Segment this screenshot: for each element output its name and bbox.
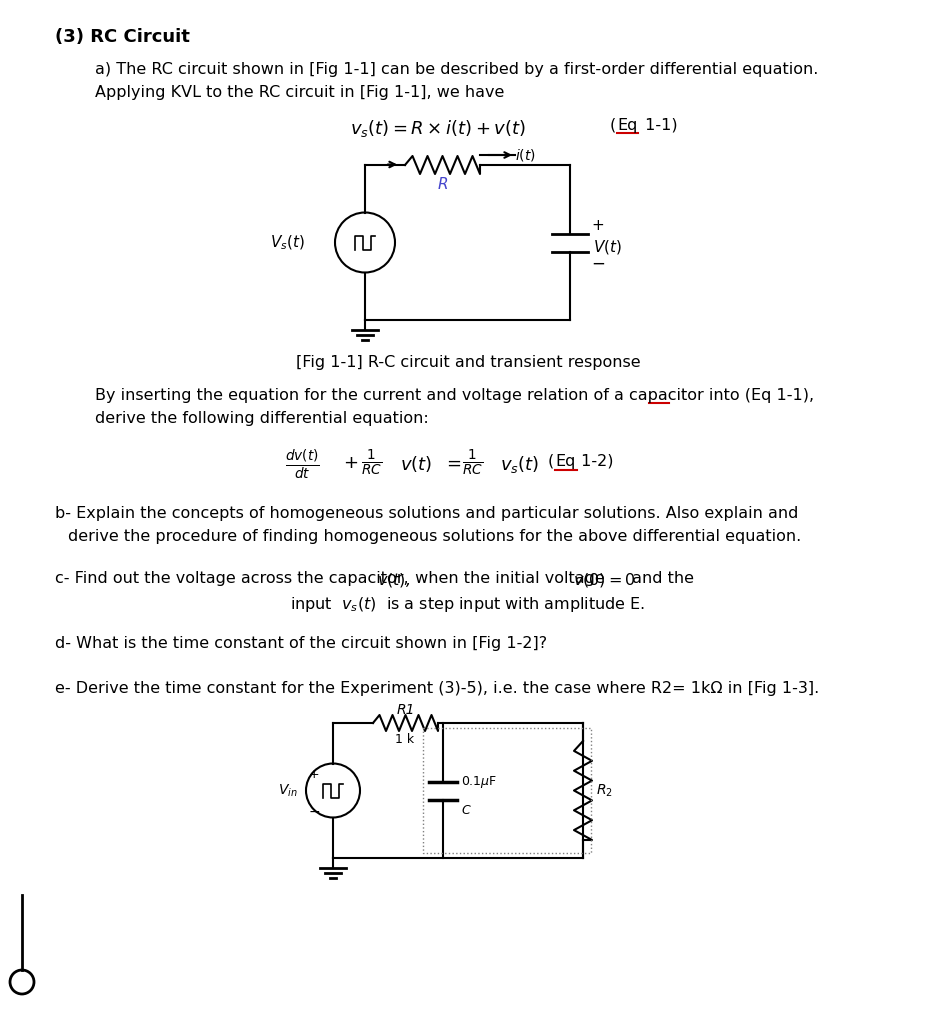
Text: 1-2): 1-2) bbox=[576, 454, 613, 469]
Text: $R_2$: $R_2$ bbox=[596, 782, 613, 799]
Text: Eq: Eq bbox=[617, 118, 637, 133]
Text: −: − bbox=[591, 255, 605, 272]
Text: d- What is the time constant of the circuit shown in [Fig 1-2]?: d- What is the time constant of the circ… bbox=[55, 636, 548, 651]
Text: C: C bbox=[461, 805, 470, 817]
Text: $v(t)$: $v(t)$ bbox=[400, 454, 432, 474]
Text: (3) RC Circuit: (3) RC Circuit bbox=[55, 28, 190, 46]
Text: −: − bbox=[309, 805, 321, 818]
Text: 0.1$\mu$F: 0.1$\mu$F bbox=[461, 774, 497, 791]
Text: $+$: $+$ bbox=[343, 454, 358, 472]
Text: a) The RC circuit shown in [Fig 1-1] can be described by a first-order different: a) The RC circuit shown in [Fig 1-1] can… bbox=[95, 62, 818, 77]
Text: [Fig 1-1] R-C circuit and transient response: [Fig 1-1] R-C circuit and transient resp… bbox=[296, 355, 640, 370]
Text: $v(0)=0$: $v(0)=0$ bbox=[573, 571, 636, 589]
Text: (: ( bbox=[610, 118, 616, 133]
Text: $\frac{dv(t)}{dt}$: $\frac{dv(t)}{dt}$ bbox=[285, 449, 320, 482]
Text: Applying KVL to the RC circuit in [Fig 1-1], we have: Applying KVL to the RC circuit in [Fig 1… bbox=[95, 85, 505, 100]
Text: b- Explain the concepts of homogeneous solutions and particular solutions. Also : b- Explain the concepts of homogeneous s… bbox=[55, 506, 798, 521]
Text: $V(t)$: $V(t)$ bbox=[593, 238, 622, 256]
Text: input  $v_s(t)$  is a step input with amplitude E.: input $v_s(t)$ is a step input with ampl… bbox=[290, 595, 646, 614]
Text: $v(t)$,: $v(t)$, bbox=[377, 571, 410, 589]
Text: +: + bbox=[309, 768, 319, 780]
Text: By inserting the equation for the current and voltage relation of a capacitor in: By inserting the equation for the curren… bbox=[95, 388, 814, 403]
Text: $\frac{1}{RC}$: $\frac{1}{RC}$ bbox=[361, 449, 382, 478]
Text: and the: and the bbox=[627, 571, 694, 586]
Text: $V_s(t)$: $V_s(t)$ bbox=[270, 233, 305, 252]
Text: e- Derive the time constant for the Experiment (3)-5), i.e. the case where R2= 1: e- Derive the time constant for the Expe… bbox=[55, 681, 819, 696]
Text: 1 k: 1 k bbox=[395, 733, 414, 746]
Text: $=$: $=$ bbox=[443, 454, 461, 472]
Text: +: + bbox=[591, 217, 604, 232]
Text: when the initial voltage: when the initial voltage bbox=[410, 571, 605, 586]
Text: $i(t)$: $i(t)$ bbox=[515, 147, 536, 163]
Text: R1: R1 bbox=[396, 703, 415, 717]
Text: R: R bbox=[437, 177, 447, 193]
Text: derive the following differential equation:: derive the following differential equati… bbox=[95, 411, 429, 426]
Text: (: ( bbox=[548, 454, 554, 469]
Text: Eq: Eq bbox=[555, 454, 576, 469]
Text: derive the procedure of finding homogeneous solutions for the above differential: derive the procedure of finding homogene… bbox=[68, 529, 801, 544]
Text: $v_s(t) = R \times i(t) + v(t)$: $v_s(t) = R \times i(t) + v(t)$ bbox=[350, 118, 526, 139]
Text: $\frac{1}{RC}$: $\frac{1}{RC}$ bbox=[462, 449, 483, 478]
Text: $V_{in}$: $V_{in}$ bbox=[278, 782, 298, 799]
Text: c- Find out the voltage across the capacitor,: c- Find out the voltage across the capac… bbox=[55, 571, 409, 586]
Text: $v_s(t)$: $v_s(t)$ bbox=[500, 454, 539, 475]
Text: 1-1): 1-1) bbox=[640, 118, 678, 133]
